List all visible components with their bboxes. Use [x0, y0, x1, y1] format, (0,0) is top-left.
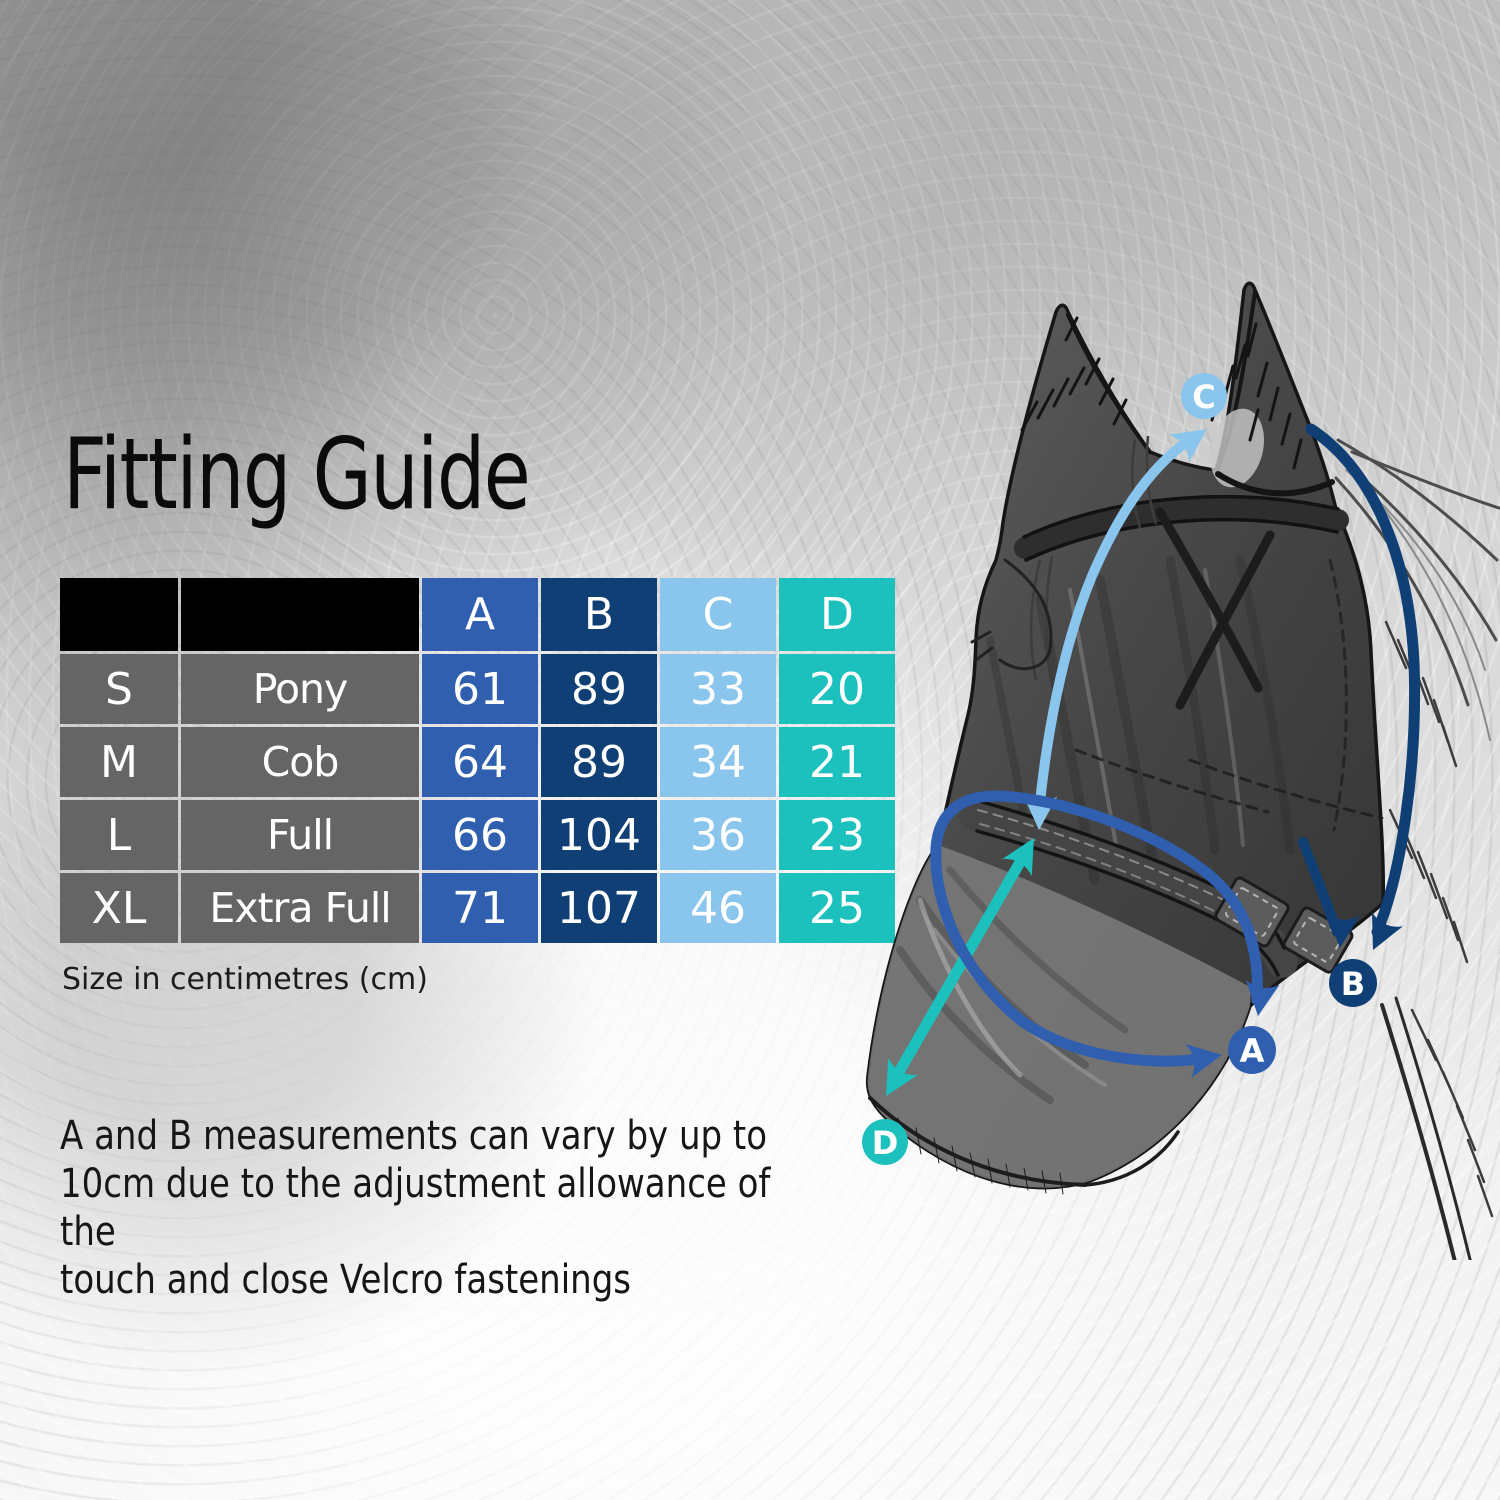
- page-title: Fitting Guide: [63, 418, 531, 532]
- row-xl-name: Extra Full: [181, 873, 419, 943]
- row-xl-d: 25: [779, 873, 895, 943]
- svg-text:D: D: [872, 1124, 899, 1162]
- measure-a-label: A: [1228, 1026, 1276, 1074]
- svg-text:B: B: [1341, 965, 1365, 1003]
- row-m-name: Cob: [181, 727, 419, 797]
- header-col-d: D: [779, 578, 895, 651]
- measure-b-arrow: [1298, 423, 1421, 958]
- header-col-b: B: [541, 578, 657, 651]
- row-m-b: 89: [541, 727, 657, 797]
- measure-d-label: D: [862, 1119, 908, 1165]
- row-s-a: 61: [422, 654, 538, 724]
- row-l-c: 36: [660, 800, 776, 870]
- eye-sketch: [970, 558, 1053, 671]
- row-s-name: Pony: [181, 654, 419, 724]
- header-col-a: A: [422, 578, 538, 651]
- neck-lines: [1380, 996, 1472, 1260]
- row-l-d: 23: [779, 800, 895, 870]
- measurement-footnote: A and B measurements can vary by up to 1…: [60, 1113, 771, 1303]
- row-l-b: 104: [541, 800, 657, 870]
- measure-d-arrow: [871, 829, 1049, 1105]
- row-l-size: L: [60, 800, 178, 870]
- header-blank-size: [60, 578, 178, 651]
- measure-b-label: B: [1329, 959, 1377, 1007]
- svg-text:A: A: [1240, 1032, 1265, 1070]
- row-xl-c: 46: [660, 873, 776, 943]
- header-blank-name: [181, 578, 419, 651]
- mouth-sketch: [868, 897, 1180, 1195]
- brow-band: [1014, 471, 1349, 562]
- header-col-c: C: [660, 578, 776, 651]
- measure-a-arrow: [930, 790, 1280, 1078]
- measure-c-arrow: [1022, 415, 1217, 831]
- mask-seams: [1074, 507, 1384, 832]
- mane-hatching: [1384, 620, 1494, 1218]
- measure-c-label: C: [1181, 373, 1227, 419]
- row-l-a: 66: [422, 800, 538, 870]
- horse-head-illustration: C D A B: [862, 281, 1500, 1260]
- size-table: A B C D S Pony 61 89 33 20 M Cob 64 89 3…: [60, 578, 895, 943]
- row-m-d: 21: [779, 727, 895, 797]
- row-xl-size: XL: [60, 873, 178, 943]
- unit-note: Size in centimetres (cm): [62, 962, 428, 997]
- row-xl-a: 71: [422, 873, 538, 943]
- row-xl-b: 107: [541, 873, 657, 943]
- ear-details: [1020, 290, 1303, 488]
- row-m-c: 34: [660, 727, 776, 797]
- muzzle-shape: [867, 845, 1252, 1188]
- row-s-c: 33: [660, 654, 776, 724]
- svg-text:C: C: [1192, 378, 1215, 416]
- row-m-size: M: [60, 727, 178, 797]
- row-s-d: 20: [779, 654, 895, 724]
- row-s-size: S: [60, 654, 178, 724]
- row-m-a: 64: [422, 727, 538, 797]
- row-l-name: Full: [181, 800, 419, 870]
- row-s-b: 89: [541, 654, 657, 724]
